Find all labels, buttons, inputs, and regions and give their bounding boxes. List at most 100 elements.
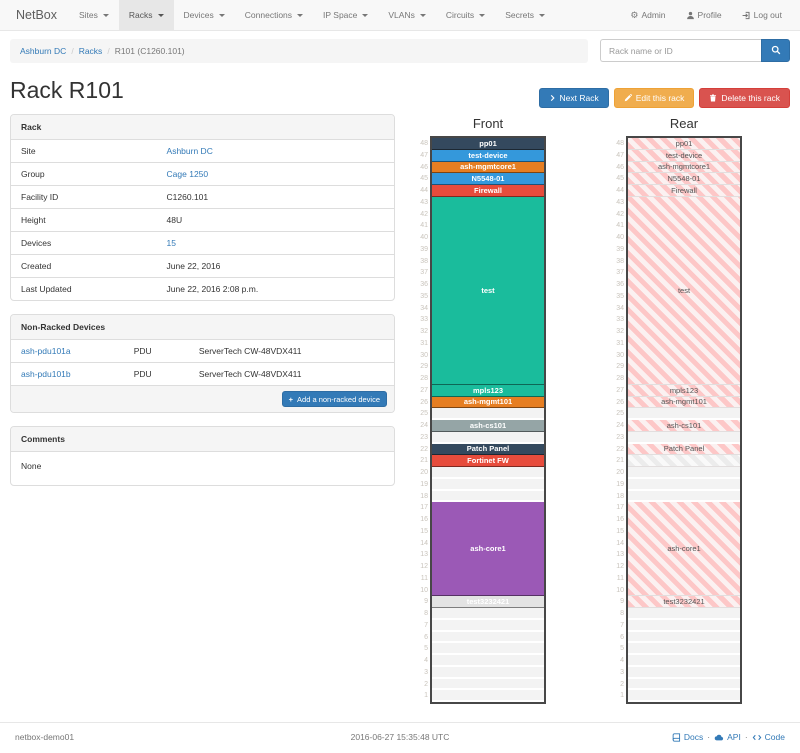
attr-link-group[interactable]: Cage 1250: [166, 169, 209, 179]
rear-unit-number: 26: [616, 398, 624, 406]
device-link-ash-pdu101a[interactable]: ash-pdu101a: [21, 346, 71, 356]
attr-link-site[interactable]: Ashburn DC: [166, 146, 213, 156]
edit-rack-button[interactable]: Edit this rack: [613, 88, 695, 108]
device-front-pp01[interactable]: pp01: [432, 138, 544, 150]
attr-link-devices[interactable]: 15: [166, 238, 176, 248]
front-unit-number: 27: [420, 386, 428, 394]
device-rear-ash-mgmt101[interactable]: ash-mgmt101: [628, 396, 740, 409]
attr-value-height: 48U: [166, 215, 183, 225]
device-front-patch-panel[interactable]: Patch Panel: [432, 443, 544, 456]
rear-unit-number: 37: [616, 269, 624, 277]
next-rack-label: Next Rack: [559, 93, 599, 103]
breadcrumb-item-ashburn-dc[interactable]: Ashburn DC: [20, 46, 67, 56]
device-front-n5548-01[interactable]: N5548-01: [432, 173, 544, 185]
front-unit-number: 3: [424, 668, 428, 676]
attr-label: Group: [21, 169, 45, 179]
device-rear-firewall[interactable]: Firewall: [628, 185, 740, 197]
footer-link-code[interactable]: Code: [752, 732, 785, 742]
footer-link-api[interactable]: API: [714, 732, 741, 742]
device-rear-ash-mgmtcore1[interactable]: ash-mgmtcore1: [628, 161, 740, 174]
front-unit-number: 35: [420, 292, 428, 300]
rear-empty-unit: [628, 690, 740, 702]
device-front-test[interactable]: test: [432, 196, 544, 385]
nav-item-profile[interactable]: Profile: [676, 0, 732, 30]
device-front-ash-mgmt101[interactable]: ash-mgmt101: [432, 396, 544, 409]
rear-unit-number: 33: [616, 316, 624, 324]
brand-logo[interactable]: NetBox: [16, 8, 57, 22]
device-rear-n5548-01[interactable]: N5548-01: [628, 173, 740, 185]
nav-item-logout[interactable]: Log out: [732, 0, 792, 30]
chevron-right-icon: [549, 94, 556, 102]
nav-item-sites[interactable]: Sites: [69, 0, 119, 30]
rear-unit-number: 12: [616, 563, 624, 570]
nav-items: Sites Racks Devices Connections IP Space VLAN…: [69, 0, 555, 30]
caret-down-icon: [539, 13, 546, 17]
front-unit-number: 17: [420, 504, 428, 512]
device-rear-test[interactable]: test: [628, 196, 740, 385]
nav-item-secrets[interactable]: Secrets: [495, 0, 555, 30]
front-unit-number: 40: [420, 234, 428, 241]
nav-item-connections[interactable]: Connections: [235, 0, 313, 30]
front-unit-number: 45: [420, 175, 428, 183]
navbar: NetBox Sites Racks Devices Connections IP Sp…: [0, 0, 800, 31]
rear-unit-number: 45: [616, 175, 624, 183]
comments-body: None: [21, 461, 42, 471]
rack-attr-row: Devices 15: [11, 231, 394, 254]
attr-value-group: Cage 1250: [157, 163, 394, 185]
device-rear-test3232421[interactable]: test3232421: [628, 596, 740, 608]
device-front-ash-cs101[interactable]: ash-cs101: [432, 420, 544, 432]
nav-item-label: IP Space: [323, 9, 358, 20]
device-rear-ash-core1[interactable]: ash-core1: [628, 502, 740, 597]
nav-item-vlans[interactable]: VLANs: [378, 0, 435, 30]
rear-empty-unit: [628, 431, 740, 444]
attr-label: Devices: [21, 238, 52, 248]
rear-elevation-title: Rear: [669, 116, 699, 131]
device-rear-ash-cs101[interactable]: ash-cs101: [628, 420, 740, 432]
device-front-firewall[interactable]: Firewall: [432, 185, 544, 197]
device-front-mpls123[interactable]: mpls123: [432, 384, 544, 397]
nav-item-racks[interactable]: Racks: [118, 0, 174, 30]
plus-icon: +: [288, 394, 294, 404]
delete-rack-button[interactable]: Delete this rack: [699, 88, 790, 108]
nav-item-devices[interactable]: Devices: [174, 0, 235, 30]
non-racked-panel-title: Non-Racked Devices: [11, 315, 394, 340]
device-front-test-device[interactable]: test-device: [432, 149, 544, 162]
breadcrumb-item-racks[interactable]: Racks: [78, 46, 103, 56]
search-input[interactable]: [600, 39, 761, 62]
non-racked-panel-footer: + Add a non-racked device: [11, 385, 394, 412]
rear-empty-unit: [628, 608, 740, 620]
nav-item-circuits[interactable]: Circuits: [436, 0, 495, 30]
add-non-racked-device-button[interactable]: + Add a non-racked device: [281, 391, 387, 407]
device-rear-mpls123[interactable]: mpls123: [628, 384, 740, 397]
search-button[interactable]: [761, 39, 790, 62]
front-empty-unit: [432, 608, 544, 620]
front-empty-unit: [432, 678, 544, 691]
footer-link-docs[interactable]: Docs: [672, 732, 703, 742]
device-front-ash-core1[interactable]: ash-core1: [432, 502, 544, 597]
rear-unit-number: 1: [620, 692, 624, 700]
device-front-test3232421[interactable]: test3232421: [432, 596, 544, 608]
rear-unit-number: 3: [620, 668, 624, 676]
front-unit-number: 7: [424, 621, 428, 629]
device-link-ash-pdu101b[interactable]: ash-pdu101b: [21, 369, 71, 379]
device-rear-test-device[interactable]: test-device: [628, 149, 740, 162]
next-rack-button[interactable]: Next Rack: [538, 88, 609, 108]
rear-unit-number: 16: [616, 516, 624, 523]
nav-item-ip-space[interactable]: IP Space: [313, 0, 378, 30]
rear-unit-number: 40: [616, 234, 624, 241]
rack-attr-row: Facility ID C1260.101: [11, 185, 394, 208]
device-rear-fortinet-fw[interactable]: [628, 455, 740, 467]
navbar-right: ⚙ Admin Profile Log out: [620, 0, 792, 30]
caret-down-icon: [218, 13, 225, 17]
device-name-cell: ash-pdu101b: [11, 363, 130, 385]
device-front-fortinet-fw[interactable]: Fortinet FW: [432, 455, 544, 467]
device-rear-patch-panel[interactable]: Patch Panel: [628, 443, 740, 456]
nav-item-admin[interactable]: ⚙ Admin: [620, 0, 675, 30]
non-racked-device-row: ash-pdu101b PDU ServerTech CW-48VDX411: [11, 362, 394, 385]
device-rear-pp01[interactable]: pp01: [628, 138, 740, 150]
front-unit-number: 29: [420, 363, 428, 371]
rack-attr-row: Site Ashburn DC: [11, 140, 394, 162]
device-front-ash-mgmtcore1[interactable]: ash-mgmtcore1: [432, 161, 544, 174]
rear-unit-number: 14: [616, 539, 624, 547]
rear-unit-number: 31: [616, 339, 624, 347]
